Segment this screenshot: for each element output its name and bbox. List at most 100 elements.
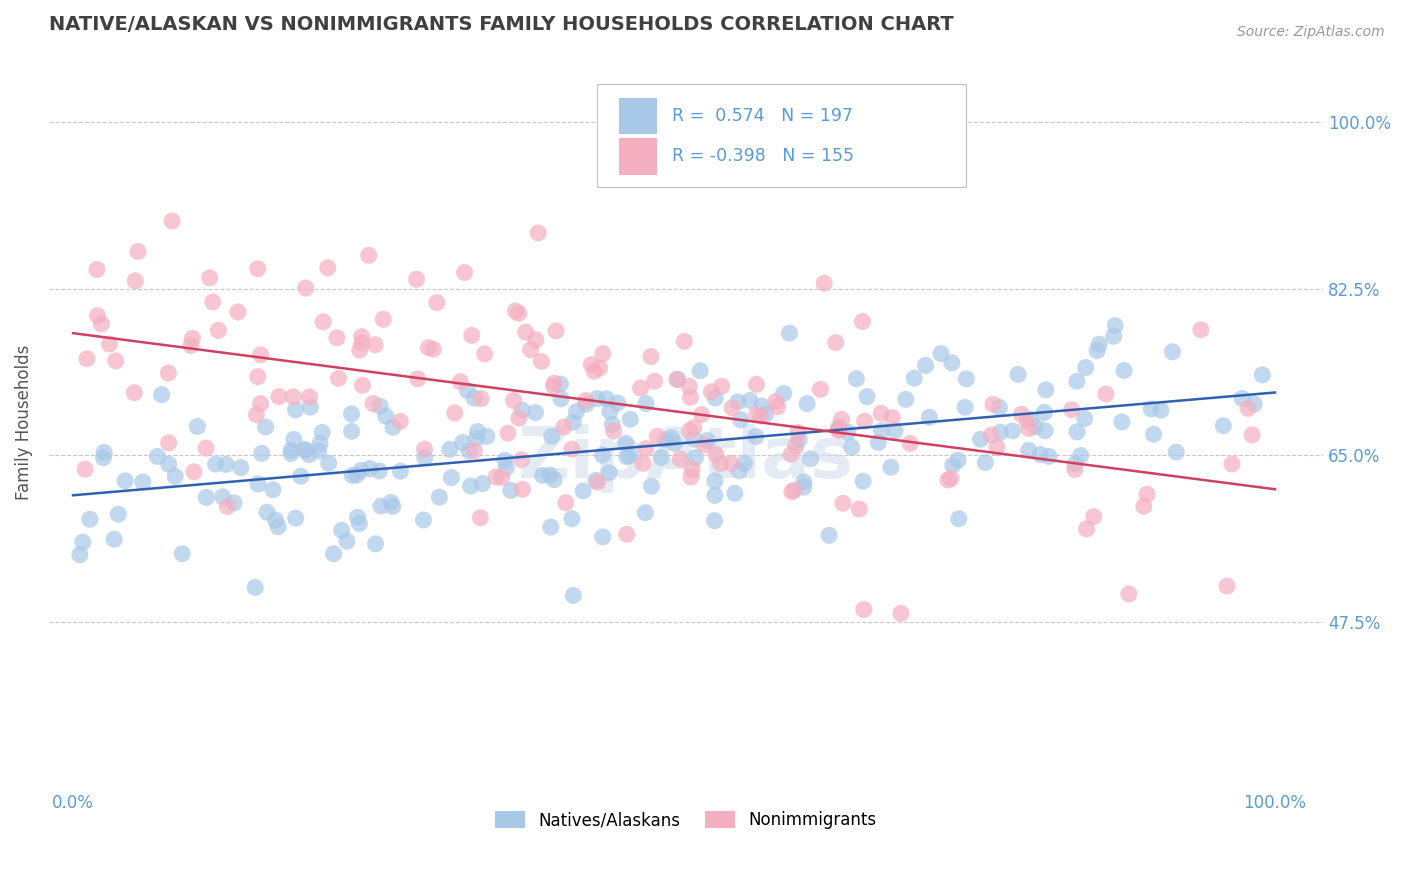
Point [368,399,391,413]
Point [406,372,429,386]
Point [738,393,761,408]
Point [553,420,575,434]
Point [249,348,271,362]
Point [294,442,316,457]
Text: R =  0.574   N = 197: R = 0.574 N = 197 [672,107,853,125]
Point [946,453,969,467]
Point [73,462,96,476]
Point [172,547,194,561]
Point [728,464,751,478]
Point [373,312,395,326]
Point [346,510,368,524]
Point [562,415,585,429]
Point [588,361,610,376]
Point [352,378,374,392]
Point [294,281,316,295]
Point [1076,522,1098,536]
Point [544,324,567,338]
Y-axis label: Family Households: Family Households [15,344,32,500]
Point [127,244,149,259]
Point [349,516,371,531]
Point [309,436,332,450]
Point [703,474,725,488]
Point [766,400,789,414]
Point [894,392,917,407]
Point [146,450,169,464]
Point [1150,403,1173,417]
Point [793,480,815,494]
Point [505,304,527,318]
Point [880,460,903,475]
Point [496,426,519,441]
Point [181,331,204,345]
Point [157,458,180,472]
Point [554,496,576,510]
Point [316,260,339,275]
Point [107,507,129,521]
Point [1140,401,1163,416]
Point [665,372,688,386]
Point [942,458,965,473]
Point [246,369,269,384]
Point [475,429,498,443]
Point [217,500,239,514]
Point [284,402,307,417]
Point [561,442,583,457]
Point [1095,387,1118,401]
Point [124,274,146,288]
Point [350,336,373,351]
Point [86,262,108,277]
Point [470,510,492,524]
Point [765,394,787,409]
Point [780,484,803,499]
Point [793,475,815,489]
Point [471,476,494,491]
Point [1166,445,1188,459]
Point [974,456,997,470]
Point [727,394,749,409]
Point [936,473,959,487]
Point [311,425,333,440]
Point [986,441,1008,455]
Point [1161,344,1184,359]
Point [195,491,218,505]
Point [79,512,101,526]
Point [440,470,463,484]
Point [678,379,700,393]
Point [443,406,465,420]
Point [581,358,603,372]
Point [262,483,284,497]
Point [650,450,672,465]
Point [837,425,859,440]
Point [524,333,547,347]
Point [229,460,252,475]
Point [787,425,810,440]
Point [456,384,478,398]
Point [294,443,316,458]
Point [574,393,596,408]
Point [389,414,412,428]
Point [745,429,768,443]
Point [519,343,541,357]
FancyBboxPatch shape [598,85,966,187]
Point [298,448,321,462]
Point [828,423,851,437]
Point [1243,397,1265,411]
Point [870,424,893,438]
Point [1011,407,1033,421]
Point [215,458,238,472]
Point [595,392,617,406]
Point [132,475,155,489]
Point [720,456,742,470]
Point [1018,421,1040,435]
Point [827,423,849,437]
Point [661,431,683,445]
Point [1015,414,1038,428]
Point [562,589,585,603]
Point [1111,415,1133,429]
Point [1066,425,1088,439]
Point [451,435,474,450]
Point [730,413,752,427]
Point [470,392,492,406]
Point [439,442,461,457]
